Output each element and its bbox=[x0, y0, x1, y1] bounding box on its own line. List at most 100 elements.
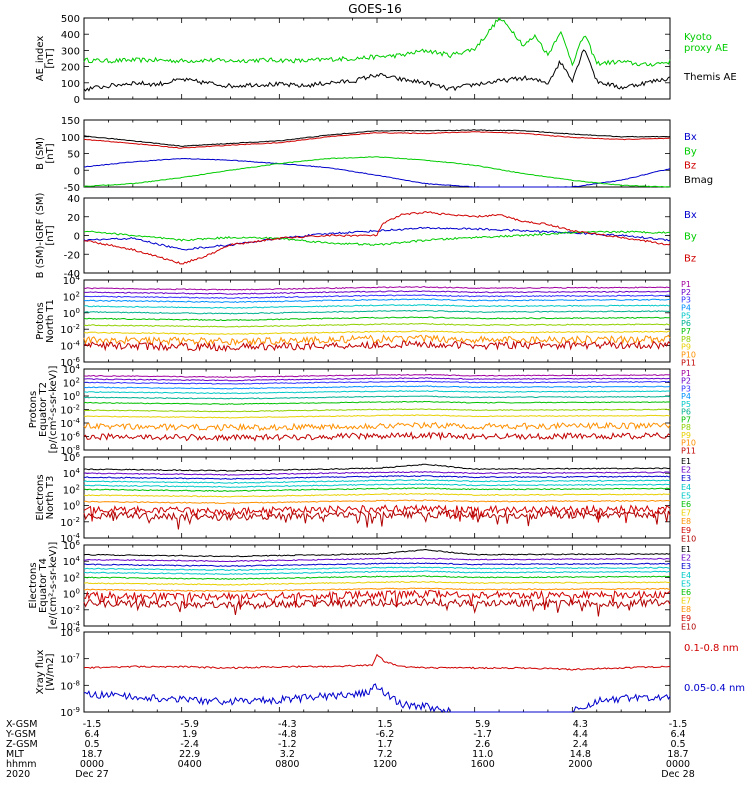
legend-label: E9 bbox=[681, 526, 691, 535]
legend-label: Themis AE bbox=[683, 72, 737, 83]
y-tick-label: 0 bbox=[74, 95, 80, 106]
footer-row-label: Z-GSM bbox=[6, 739, 38, 750]
footer-cell: -2.4 bbox=[180, 739, 199, 750]
legend-label: By bbox=[684, 146, 697, 157]
legend-label: Bx bbox=[684, 210, 697, 221]
footer-cell: 5.9 bbox=[475, 719, 490, 730]
y-axis-label: North T1 bbox=[45, 299, 56, 343]
legend-label: Bz bbox=[684, 161, 696, 172]
y-tick-label: 10-9 bbox=[60, 706, 80, 719]
series-line-p4 bbox=[83, 298, 671, 304]
panel-2: 150 100 50 0 -50 B (SM) [nT] Bx By Bz Bmag bbox=[35, 116, 713, 194]
series-line-e7 bbox=[83, 492, 671, 498]
footer-cell: 11.0 bbox=[472, 749, 493, 760]
series-line-kyoto-proxy-ae bbox=[83, 17, 671, 67]
series-line-p6 bbox=[83, 309, 671, 315]
y-tick-label: 100 bbox=[61, 133, 80, 144]
footer-cell: Dec 28 bbox=[661, 769, 695, 780]
footer-cell: 22.9 bbox=[179, 749, 200, 760]
series-line-p5 bbox=[83, 390, 671, 395]
series-line-p9 bbox=[83, 414, 671, 419]
y-axis-label: Protons bbox=[35, 302, 46, 339]
legend-label: P4 bbox=[681, 392, 691, 401]
series-line-e2 bbox=[84, 557, 671, 563]
footer-cell: -1.5 bbox=[83, 719, 102, 730]
y-tick-label: 20 bbox=[67, 213, 80, 224]
series-line-p8 bbox=[83, 408, 671, 413]
y-tick-label: 104 bbox=[63, 467, 81, 480]
y-tick-label: 0 bbox=[74, 166, 80, 177]
legend-label: P2 bbox=[681, 377, 691, 386]
y-axis-label: Equator T2 bbox=[38, 382, 49, 437]
y-tick-label: 10-4 bbox=[60, 532, 80, 545]
y-tick-label: 10-7 bbox=[60, 653, 80, 666]
series-line-by bbox=[83, 156, 671, 188]
series-line-e2 bbox=[83, 471, 671, 476]
legend-label: P9 bbox=[681, 431, 691, 440]
series-line-e9 bbox=[83, 589, 671, 610]
legend-label: P8 bbox=[681, 423, 691, 432]
ephemeris-footer: X-GSMY-GSMZ-GSMMLThhmm2020-1.56.40.518.7… bbox=[5, 719, 695, 780]
y-tick-label: 10-6 bbox=[60, 356, 80, 369]
y-tick-label: 10-2 bbox=[60, 404, 80, 417]
y-tick-label: 10-2 bbox=[60, 516, 80, 529]
footer-cell: 4.4 bbox=[573, 729, 588, 740]
footer-cell: 2.4 bbox=[573, 739, 588, 750]
footer-cell: 1600 bbox=[471, 759, 495, 770]
legend-label: P7 bbox=[681, 327, 691, 336]
series-line-p6 bbox=[83, 395, 671, 400]
series-line-p9 bbox=[83, 330, 670, 335]
footer-row-label: X-GSM bbox=[6, 719, 37, 730]
legend-label: E8 bbox=[681, 605, 691, 614]
y-tick-label: 10-8 bbox=[60, 679, 80, 692]
legend-label: E5 bbox=[681, 491, 691, 500]
series-line-p3 bbox=[84, 294, 671, 299]
y-tick-label: 40 bbox=[67, 194, 80, 205]
legend-label: E8 bbox=[681, 517, 691, 526]
legend-label: E4 bbox=[681, 571, 691, 580]
series-line-bz bbox=[83, 211, 671, 265]
legend-label: E10 bbox=[681, 534, 696, 543]
y-axis-label: B (SM) bbox=[35, 137, 46, 170]
legend-label: E2 bbox=[681, 554, 691, 563]
legend-label: By bbox=[684, 232, 697, 243]
footer-cell: -4.8 bbox=[278, 729, 297, 740]
footer-cell: 7.2 bbox=[377, 749, 392, 760]
footer-cell: 1.9 bbox=[182, 729, 197, 740]
legend-label: E7 bbox=[681, 597, 691, 606]
footer-cell: 2.6 bbox=[475, 739, 490, 750]
footer-cell: -1.2 bbox=[278, 739, 297, 750]
y-axis-label: [nT] bbox=[45, 143, 56, 163]
panel-frame bbox=[83, 17, 671, 100]
legend-label: P10 bbox=[681, 439, 696, 448]
legend-label: P2 bbox=[681, 288, 691, 297]
y-axis-label: [nT] bbox=[45, 48, 56, 68]
legend-label: P6 bbox=[681, 408, 691, 417]
series-line-p1 bbox=[83, 285, 671, 291]
legend-label: Bx bbox=[684, 132, 697, 143]
legend-label: E1 bbox=[681, 457, 691, 466]
y-tick-label: 10-4 bbox=[60, 340, 80, 353]
series-line-e8 bbox=[83, 587, 671, 592]
panel-3: 40 20 0 -20 -40 B (SM)-IGRF (SM) [nT] Bx By Bz bbox=[35, 193, 697, 280]
footer-cell: -1.7 bbox=[473, 729, 492, 740]
legend-label: P11 bbox=[681, 446, 696, 455]
series-line-bz bbox=[83, 131, 671, 149]
footer-cell: 18.7 bbox=[667, 749, 688, 760]
footer-row-label: hhmm bbox=[6, 759, 37, 770]
legend-label: P6 bbox=[681, 319, 691, 328]
footer-row-label: 2020 bbox=[6, 769, 30, 780]
footer-row-label: Y-GSM bbox=[5, 729, 36, 740]
footer-row-label: MLT bbox=[6, 749, 24, 760]
series-line-e6 bbox=[83, 487, 670, 492]
y-axis-label: North T3 bbox=[45, 476, 56, 520]
legend-label: proxy AE bbox=[684, 43, 728, 54]
y-axis-label: B (SM)-IGRF (SM) bbox=[35, 193, 46, 279]
footer-cell: 1200 bbox=[373, 759, 397, 770]
series-line-e1 bbox=[83, 463, 671, 472]
y-tick-label: 500 bbox=[61, 14, 80, 25]
y-tick-label: 10-4 bbox=[60, 417, 80, 430]
y-tick-label: 106 bbox=[63, 539, 81, 552]
